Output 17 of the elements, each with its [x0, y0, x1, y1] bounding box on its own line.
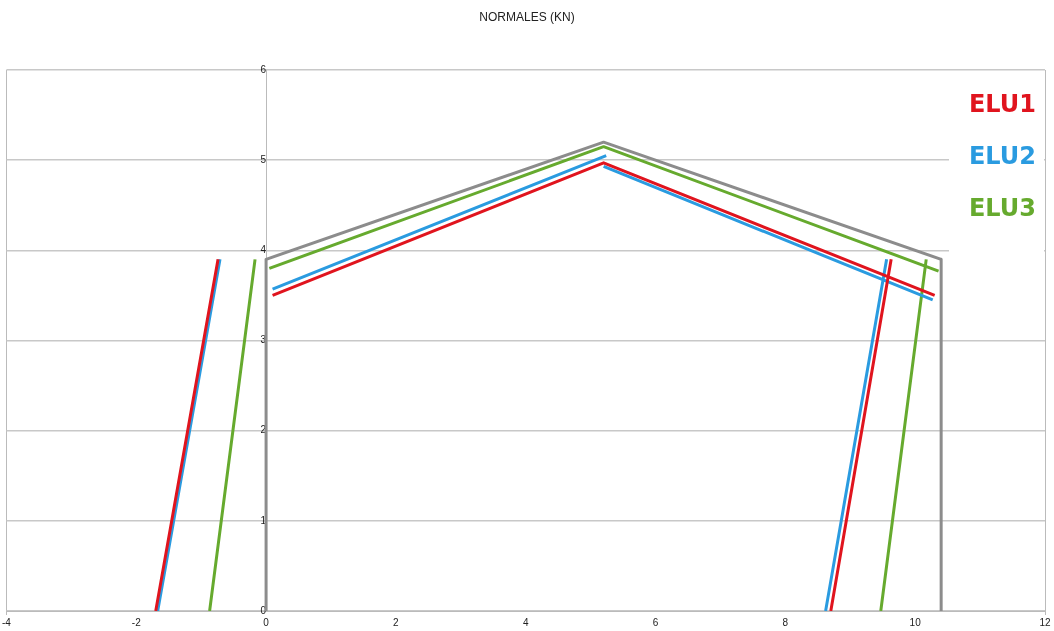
x-tick-label: 4: [522, 616, 529, 628]
text: ELU3: [968, 194, 1036, 222]
y-tick-label: 2: [260, 424, 267, 436]
x-tick-label: -2: [131, 616, 142, 628]
x-tick-label: 10: [909, 616, 922, 628]
text: ELU2: [968, 142, 1036, 170]
y-tick-label: 6: [260, 63, 267, 75]
x-tick-label: 6: [652, 616, 659, 628]
x-tick-label: 8: [782, 616, 789, 628]
chart-title: NORMALES (KN): [478, 10, 576, 24]
text: ELU1: [968, 90, 1036, 118]
x-tick-label: 12: [1039, 616, 1051, 628]
y-tick-label: 5: [260, 153, 267, 165]
x-tick-label: -4: [1, 616, 12, 628]
x-tick-label: 2: [393, 616, 400, 628]
y-tick-label: 4: [260, 244, 267, 256]
y-tick-label: 1: [260, 514, 267, 526]
